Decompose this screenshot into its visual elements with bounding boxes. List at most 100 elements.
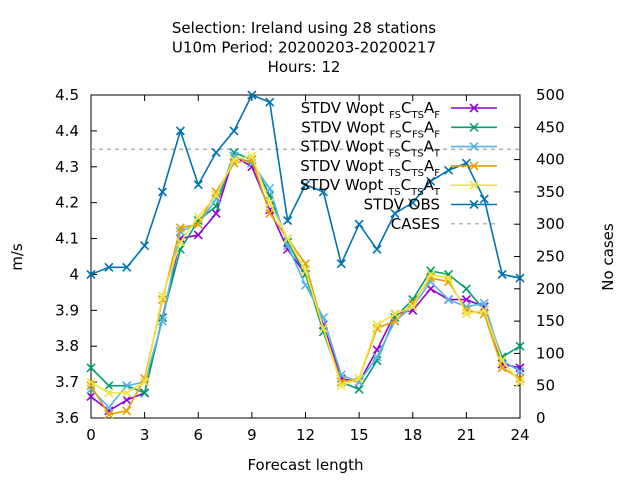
series-0-point	[193, 230, 203, 240]
legend-marker-point	[469, 122, 479, 132]
x-tick-label: 15	[350, 426, 369, 444]
series-4-point	[426, 269, 436, 280]
y-tick-label: 4	[69, 265, 79, 283]
y-tick-label: 3.7	[55, 373, 79, 391]
y2-tick-label: 250	[536, 248, 565, 266]
legend-label-part: A	[424, 118, 435, 136]
series-4-point	[86, 377, 96, 387]
legend-label: STDV Wopt TSCTSAF	[300, 157, 440, 179]
series-4-point	[354, 373, 364, 384]
legend-label-part: F	[434, 110, 440, 121]
series-3-point	[175, 223, 185, 233]
series-5-point	[86, 269, 96, 280]
legend-label: STDV Wopt FSCTSAT	[300, 138, 440, 160]
y2-tick-label: 0	[536, 409, 546, 427]
series-1-point	[372, 356, 382, 366]
legend-label: STDV Wopt FSCTSAF	[301, 99, 440, 121]
legend-marker-point	[469, 103, 479, 113]
series-5-point	[300, 180, 311, 190]
legend-label-part: STDV Wopt	[300, 138, 388, 156]
y2-tick-label: 350	[536, 183, 565, 201]
series-4-point	[461, 309, 471, 319]
series-0-point	[122, 395, 132, 405]
series-2-point	[479, 298, 489, 308]
y2-tick-label: 300	[536, 215, 565, 233]
series-4-point	[515, 377, 525, 387]
legend-label-part: STDV Wopt	[300, 176, 388, 194]
series-5-point	[283, 216, 293, 226]
series-5-point	[354, 219, 364, 229]
y-tick-label: 4.3	[55, 158, 79, 176]
series-4-point	[193, 212, 203, 222]
series-5-point	[336, 259, 346, 269]
axes: 0 3 6 9 12 15 18 21 24 3.6 3.7 3.8 3.9 4 4.1 4.2 4.3 4.4 4…	[8, 86, 617, 474]
series-4-point	[497, 356, 507, 366]
legend-label-part: C	[402, 118, 412, 136]
legend-label-part: FS	[389, 149, 401, 160]
series-2-point	[86, 384, 96, 394]
legend-label-part: F	[434, 168, 440, 179]
series-2-point	[265, 183, 275, 193]
legend-label-part: A	[424, 99, 435, 117]
series-3-point	[104, 409, 114, 419]
series-5-point	[426, 176, 436, 186]
legend-label-part: C	[401, 99, 411, 117]
chart-title-line: Hours: 12	[268, 58, 341, 76]
series-5-point	[497, 269, 507, 280]
series-5-point	[390, 208, 400, 218]
x-tick-label: 6	[193, 426, 203, 444]
y-tick-label: 4.2	[55, 194, 79, 212]
legend-label-part: T	[433, 187, 441, 198]
series-0-point	[211, 208, 221, 218]
series-4-point	[479, 305, 489, 315]
series-3-point	[497, 363, 507, 373]
legend-label-part: TS	[387, 187, 400, 198]
legend-symbol	[451, 180, 497, 190]
legend-label-part: STDV Wopt	[301, 118, 389, 136]
x-axis-label: Forecast length	[247, 456, 363, 474]
legend-label-part: STDV Wopt	[301, 99, 389, 117]
series-5-point	[318, 187, 328, 197]
series-5-point	[175, 126, 185, 136]
x-tick-label: 3	[140, 426, 150, 444]
y-tick-label: 3.6	[55, 409, 79, 427]
legend-label-part: STDV Wopt	[300, 157, 388, 175]
series-2-point	[443, 295, 454, 305]
legend-label-part: T	[433, 149, 441, 160]
legend-label-part: A	[424, 176, 435, 194]
chart-title: Selection: Ireland using 28 stations U10m…	[172, 19, 436, 76]
legend-symbol	[451, 122, 497, 132]
series-3-point	[515, 373, 525, 384]
series-5-point	[104, 262, 114, 272]
legend-label-part: TS	[410, 149, 423, 160]
y2-axis-label: No cases	[599, 223, 617, 291]
legend-symbol	[451, 161, 497, 171]
y-tick-label: 4.5	[55, 86, 79, 104]
legend-label-part: A	[424, 157, 435, 175]
legend-label-part: FS	[390, 129, 402, 140]
series-5-point	[515, 273, 525, 283]
legend-symbol	[451, 142, 497, 152]
series-2-point	[122, 381, 132, 391]
series-4	[86, 151, 525, 398]
x-tick-label: 21	[457, 426, 476, 444]
legend-label: STDV Wopt TSCTSAT	[300, 176, 441, 198]
y-tick-label: 3.8	[55, 337, 79, 355]
x-tick-label: 24	[510, 426, 529, 444]
legend-label-part: C	[401, 138, 411, 156]
legend-marker-point	[469, 199, 479, 210]
chart-title-line: U10m Period: 20200203-20200217	[172, 39, 436, 57]
series-2-point	[372, 352, 382, 362]
series-4-point	[122, 388, 132, 398]
series-1-point	[229, 147, 239, 157]
series-1-point	[104, 381, 114, 391]
series-0-point	[86, 391, 96, 402]
y-tick-label: 4.1	[55, 230, 79, 248]
series-1-point	[140, 388, 150, 398]
series-2-point	[515, 366, 525, 376]
series-5-point	[479, 194, 489, 204]
legend-marker-point	[469, 180, 479, 190]
series-4-point	[318, 323, 328, 333]
